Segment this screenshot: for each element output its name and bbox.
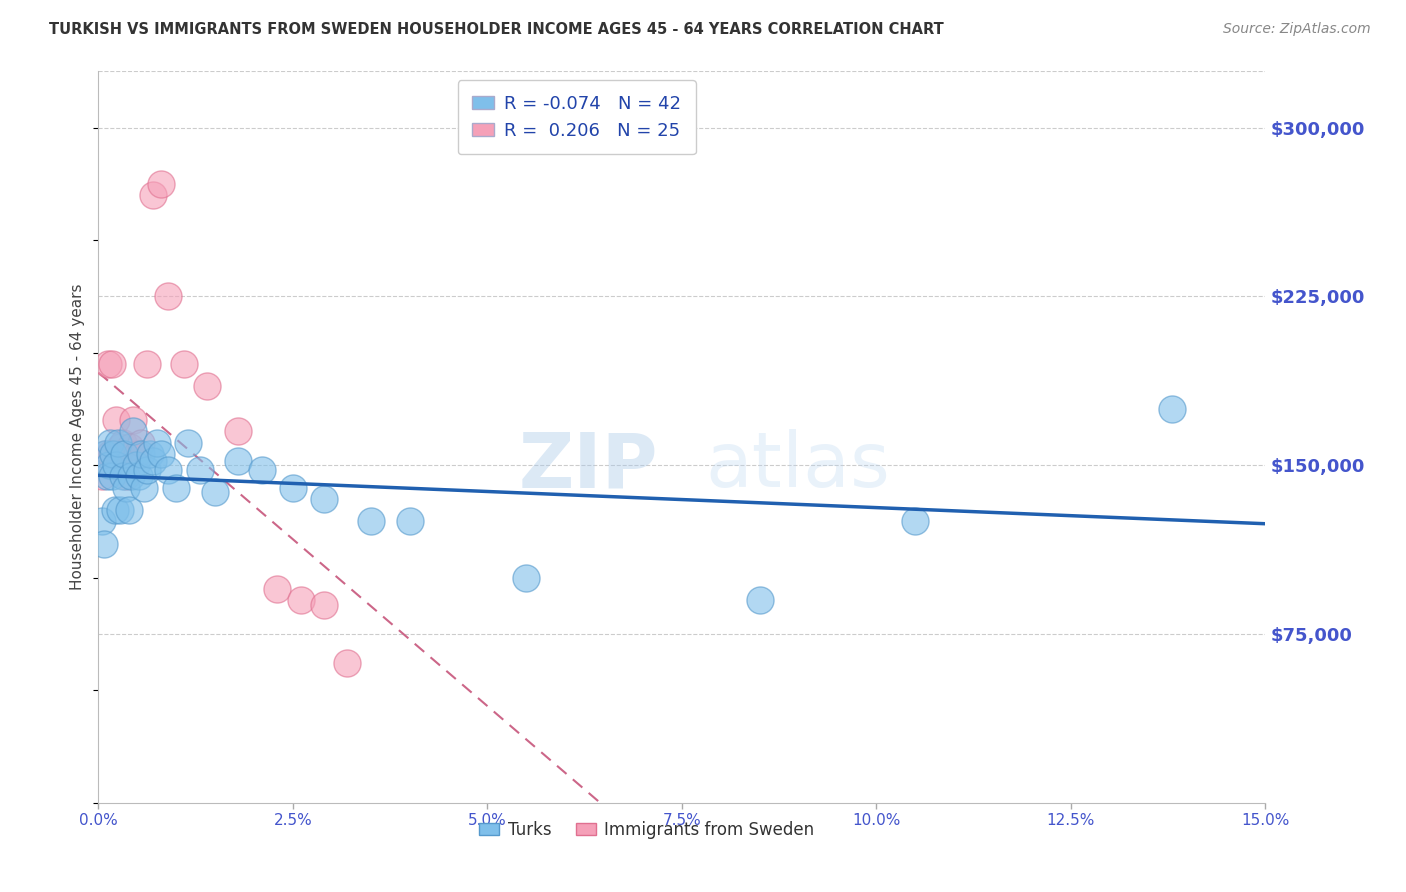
Point: [748, 593, 770, 607]
Point: [112, 447, 135, 461]
Point: [128, 469, 150, 483]
Point: [100, 469, 122, 483]
Point: [290, 593, 312, 607]
Point: [118, 440, 141, 454]
Point: [105, 458, 128, 473]
Point: [97, 458, 120, 473]
Point: [312, 598, 335, 612]
Point: [195, 379, 218, 393]
Point: [97, 357, 120, 371]
Legend: Turks, Immigrants from Sweden: Turks, Immigrants from Sweden: [472, 814, 821, 846]
Point: [101, 357, 124, 371]
Point: [91, 469, 114, 483]
Point: [125, 458, 148, 473]
Point: [149, 177, 172, 191]
Point: [398, 515, 420, 529]
Point: [122, 413, 145, 427]
Point: [120, 469, 142, 483]
Point: [135, 357, 157, 371]
Point: [142, 188, 165, 202]
Point: [173, 357, 195, 371]
Point: [129, 447, 152, 461]
Text: Source: ZipAtlas.com: Source: ZipAtlas.com: [1223, 22, 1371, 37]
Text: ZIP: ZIP: [519, 429, 658, 503]
Point: [103, 447, 125, 461]
Text: TURKISH VS IMMIGRANTS FROM SWEDEN HOUSEHOLDER INCOME AGES 45 - 64 YEARS CORRELAT: TURKISH VS IMMIGRANTS FROM SWEDEN HOUSEH…: [49, 22, 943, 37]
Text: atlas: atlas: [706, 429, 890, 503]
Point: [250, 463, 273, 477]
Point: [107, 435, 129, 450]
Point: [132, 481, 155, 495]
Point: [157, 289, 180, 303]
Point: [108, 440, 131, 454]
Y-axis label: Householder Income Ages 45 - 64 years: Householder Income Ages 45 - 64 years: [70, 284, 86, 591]
Point: [118, 503, 141, 517]
Point: [112, 435, 135, 450]
Point: [115, 469, 138, 483]
Point: [127, 447, 149, 461]
Point: [1161, 401, 1184, 416]
Point: [165, 481, 187, 495]
Point: [149, 447, 172, 461]
Point: [177, 435, 200, 450]
Point: [188, 463, 211, 477]
Point: [115, 481, 138, 495]
Point: [904, 515, 927, 529]
Point: [96, 469, 118, 483]
Point: [281, 481, 304, 495]
Point: [135, 463, 157, 477]
Point: [108, 503, 131, 517]
Point: [122, 425, 145, 439]
Point: [98, 447, 121, 461]
Point: [204, 485, 226, 500]
Point: [360, 515, 382, 529]
Point: [228, 425, 250, 439]
Point: [266, 582, 288, 596]
Point: [91, 515, 114, 529]
Point: [94, 447, 117, 461]
Point: [104, 413, 127, 427]
Point: [228, 453, 250, 467]
Point: [93, 537, 115, 551]
Point: [336, 657, 359, 671]
Point: [139, 447, 162, 461]
Point: [157, 463, 180, 477]
Point: [104, 503, 127, 517]
Point: [142, 453, 165, 467]
Point: [515, 571, 537, 585]
Point: [312, 491, 335, 506]
Point: [146, 435, 169, 450]
Point: [98, 435, 121, 450]
Point: [107, 447, 129, 461]
Point: [93, 447, 115, 461]
Point: [111, 469, 134, 483]
Point: [129, 435, 152, 450]
